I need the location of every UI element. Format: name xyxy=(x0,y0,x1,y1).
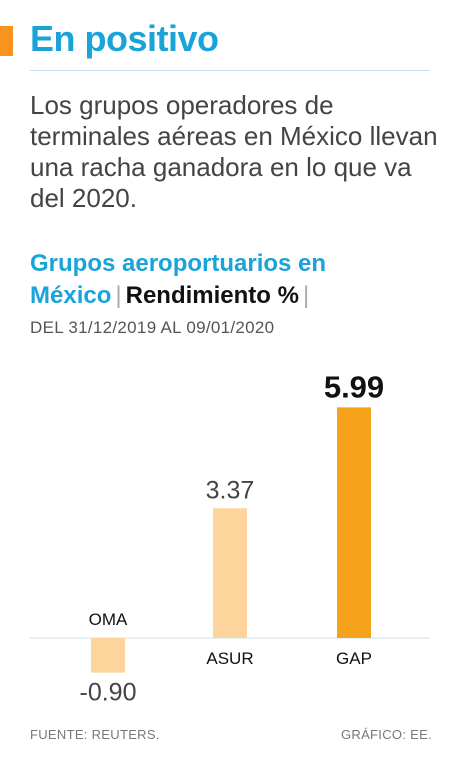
bar-asur xyxy=(213,508,247,638)
chart-title-block: Grupos aeroportuarios en México | Rendimie… xyxy=(30,248,450,312)
credit-note: GRÁFICO: EE. xyxy=(340,727,432,742)
value-label-gap: 5.99 xyxy=(324,369,384,404)
lede-text: Los grupos operadores de terminales aére… xyxy=(30,90,438,213)
accent-bar xyxy=(0,26,13,56)
chart-subtitle: DEL 31/12/2019 AL 09/01/2020 xyxy=(30,318,275,337)
value-label-asur: 3.37 xyxy=(206,476,255,504)
bar-gap xyxy=(337,407,371,638)
title-separator-end: | xyxy=(302,282,310,309)
value-label-oma: -0.90 xyxy=(80,679,137,707)
title-separator: | xyxy=(115,282,122,309)
category-label-oma: OMA xyxy=(89,610,128,629)
chart-title: Grupos aeroportuarios en México xyxy=(30,250,327,309)
bar-oma xyxy=(91,638,125,673)
page-title: En positivo xyxy=(30,18,219,59)
divider xyxy=(30,70,430,71)
source-note: FUENTE: REUTERS. xyxy=(30,727,160,742)
category-label-asur: ASUR xyxy=(206,649,253,668)
category-label-gap: GAP xyxy=(336,649,372,668)
chart-ylabel: Rendimiento % xyxy=(125,282,299,309)
